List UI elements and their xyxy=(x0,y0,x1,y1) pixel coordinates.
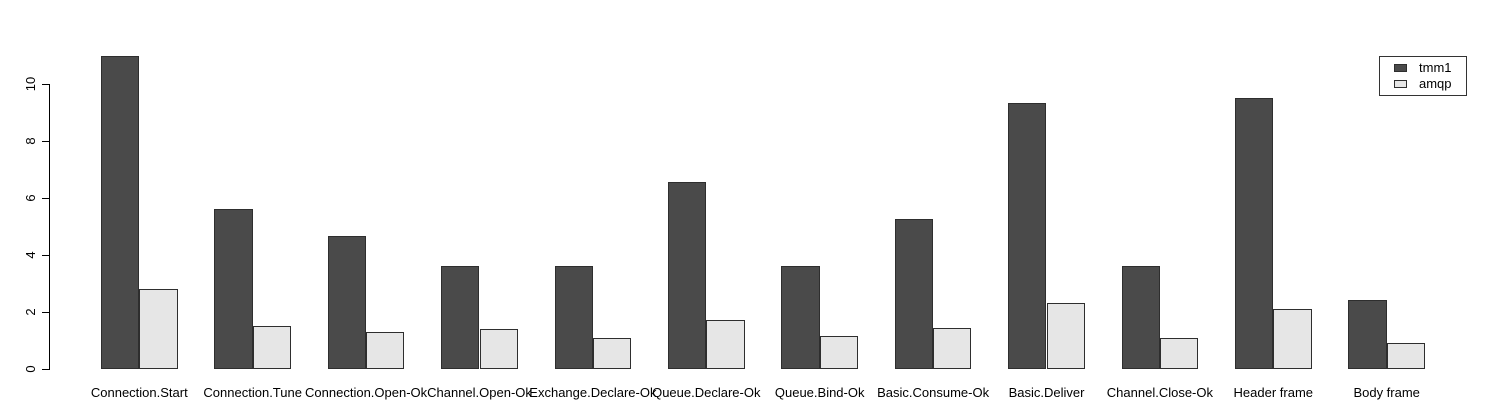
bar-tmm1-exchange-declare-ok xyxy=(554,266,593,369)
bar-amqp-connection-open-ok xyxy=(366,331,405,369)
y-tick-label: 4 xyxy=(23,251,38,259)
bar-amqp-connection-start xyxy=(139,289,178,369)
x-category-label-queue-bind-ok: Queue.Bind-Ok xyxy=(774,385,865,400)
y-tick xyxy=(42,369,49,370)
legend-label-tmm1: tmm1 xyxy=(1419,60,1452,75)
bar-amqp-basic-consume-ok xyxy=(933,327,972,369)
bar-tmm1-queue-bind-ok xyxy=(781,266,820,369)
legend-swatch-amqp xyxy=(1394,80,1407,88)
y-axis xyxy=(49,83,50,370)
bar-amqp-queue-bind-ok xyxy=(819,336,858,369)
y-tick-label: 2 xyxy=(23,308,38,316)
x-category-label-exchange-declare-ok: Exchange.Declare-Ok xyxy=(529,385,657,400)
bar-tmm1-basic-consume-ok xyxy=(894,219,934,369)
x-category-label-body-frame: Body frame xyxy=(1353,385,1420,400)
bar-amqp-queue-declare-ok xyxy=(706,320,745,369)
bar-tmm1-connection-tune xyxy=(214,209,253,369)
bar-amqp-header-frame xyxy=(1273,309,1312,369)
bar-amqp-connection-tune xyxy=(252,326,291,369)
bar-tmm1-header-frame xyxy=(1235,97,1274,369)
bar-amqp-channel-close-ok xyxy=(1159,337,1199,369)
y-tick-label: 8 xyxy=(23,136,38,145)
bar-amqp-exchange-declare-ok xyxy=(592,337,632,369)
y-tick xyxy=(42,197,49,199)
bar-amqp-basic-deliver xyxy=(1046,303,1085,369)
legend-label-amqp: amqp xyxy=(1419,76,1452,91)
bar-amqp-channel-open-ok xyxy=(479,329,518,369)
bar-tmm1-channel-close-ok xyxy=(1121,266,1160,369)
bar-tmm1-connection-open-ok xyxy=(327,236,367,369)
x-category-label-connection-open-ok: Connection.Open-Ok xyxy=(305,385,428,400)
y-tick-label: 6 xyxy=(23,194,38,202)
x-category-label-header-frame: Header frame xyxy=(1233,385,1314,400)
x-category-label-connection-tune: Connection.Tune xyxy=(203,385,302,400)
x-category-label-channel-open-ok: Channel.Open-Ok xyxy=(427,385,532,400)
legend-swatch-tmm1 xyxy=(1394,64,1407,72)
y-tick xyxy=(42,254,49,256)
y-tick-label: 0 xyxy=(23,365,38,373)
x-category-label-queue-declare-ok: Queue.Declare-Ok xyxy=(652,385,761,400)
bar-tmm1-basic-deliver xyxy=(1008,103,1047,369)
x-category-label-channel-close-ok: Channel.Close-Ok xyxy=(1106,385,1213,400)
y-tick-label: 10 xyxy=(23,76,38,91)
bar-tmm1-connection-start xyxy=(101,56,140,369)
legend-item-tmm1: tmm1 xyxy=(1394,61,1466,75)
bar-tmm1-channel-open-ok xyxy=(441,266,480,369)
legend: tmm1 amqp xyxy=(1379,56,1467,96)
y-tick xyxy=(42,83,49,85)
y-tick xyxy=(42,140,49,142)
y-tick xyxy=(42,311,49,313)
bar-tmm1-body-frame xyxy=(1348,300,1387,369)
x-category-label-basic-deliver: Basic.Deliver xyxy=(1008,385,1085,400)
bar-amqp-body-frame xyxy=(1386,343,1425,369)
x-category-label-connection-start: Connection.Start xyxy=(90,385,188,400)
legend-item-amqp: amqp xyxy=(1394,77,1466,91)
bar-tmm1-queue-declare-ok xyxy=(668,181,707,369)
x-category-label-basic-consume-ok: Basic.Consume-Ok xyxy=(877,385,990,400)
